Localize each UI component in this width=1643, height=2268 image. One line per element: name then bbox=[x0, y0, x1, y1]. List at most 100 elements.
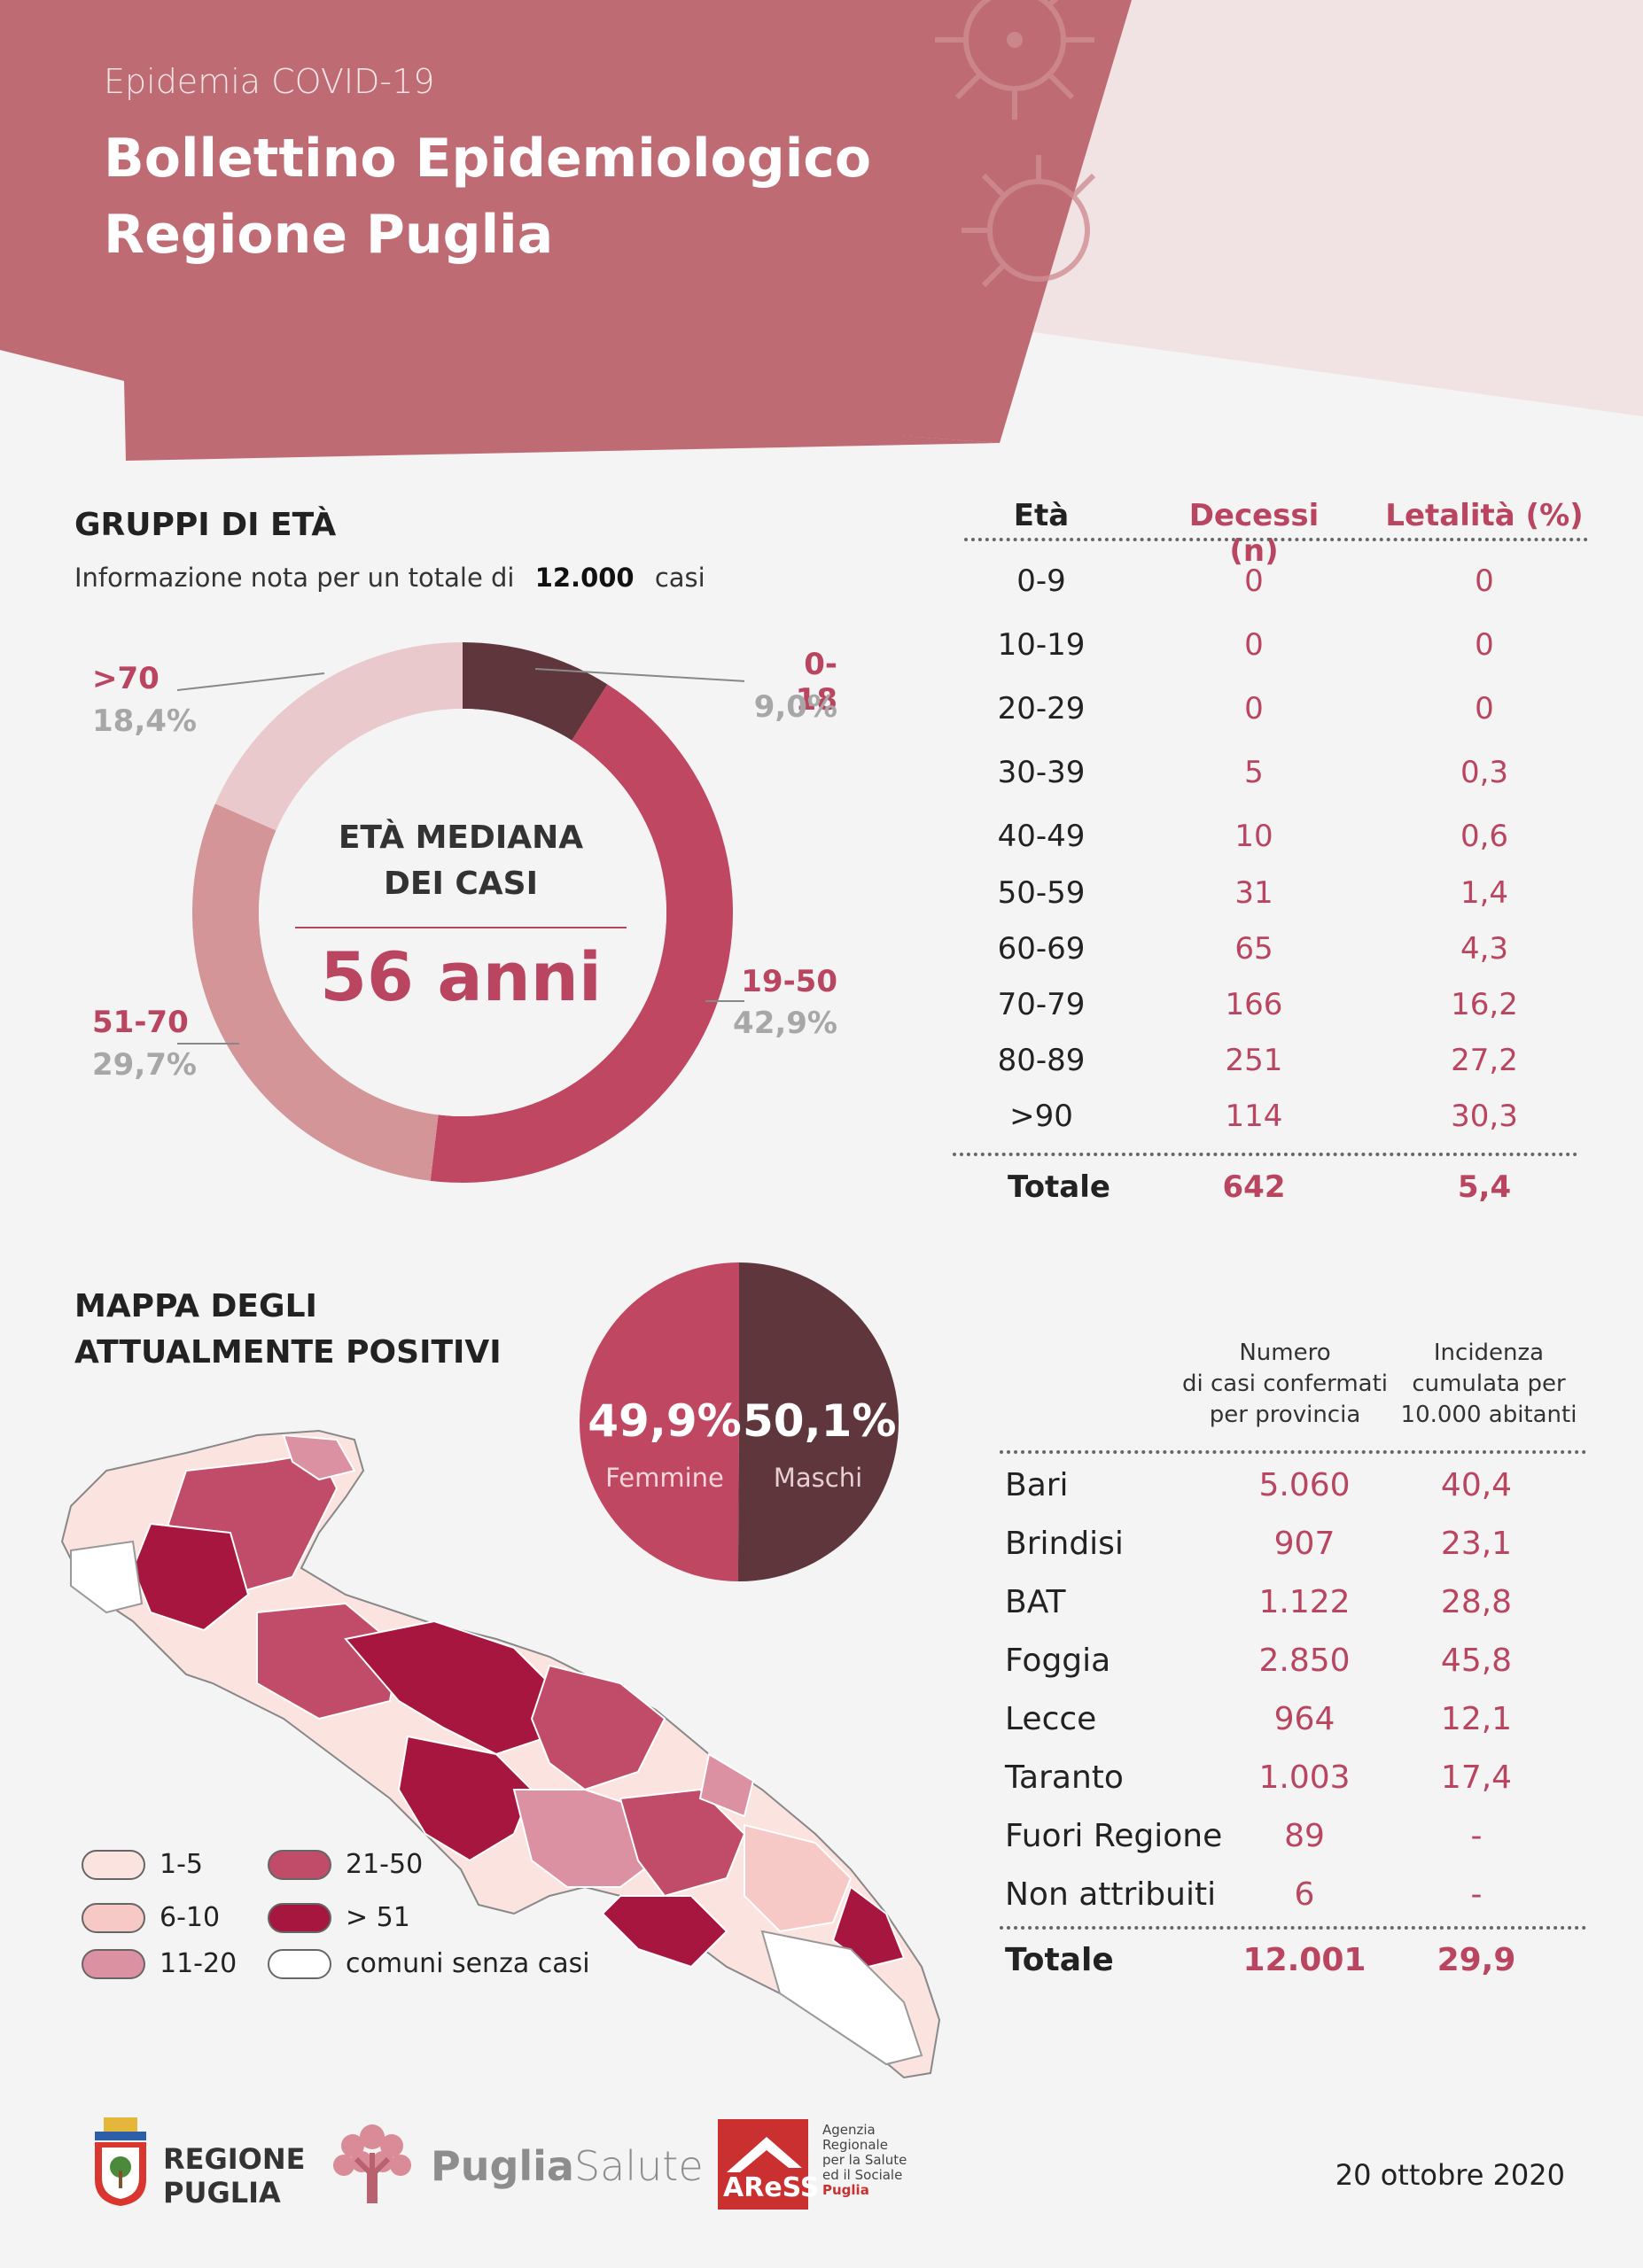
age-info-text: Informazione nota per un totale di 12.00… bbox=[74, 563, 705, 593]
province-total-name: Totale bbox=[1005, 1942, 1114, 1978]
label-cat-0-18: 0-18 bbox=[795, 647, 837, 718]
province-row-6-cases: 89 bbox=[1284, 1818, 1325, 1854]
legend-label-1: 6-10 bbox=[160, 1902, 221, 1933]
age-donut-chart bbox=[177, 642, 744, 1183]
deaths-row-7-col-1: 166 bbox=[1225, 987, 1283, 1022]
virus-icon bbox=[935, 0, 1096, 288]
male-label: Maschi bbox=[773, 1463, 863, 1493]
deaths-total-col-0: Totale bbox=[1008, 1169, 1110, 1205]
province-row-7-name: Non attribuiti bbox=[1005, 1876, 1217, 1913]
deaths-row-6-col-0: 60-69 bbox=[997, 931, 1086, 967]
deaths-row-2-col-2: 0 bbox=[1475, 691, 1494, 726]
label-val-over70: 18,4% bbox=[92, 703, 197, 739]
regione-puglia-logo bbox=[95, 2117, 146, 2206]
deaths-row-2-col-1: 0 bbox=[1244, 691, 1264, 726]
legend-label-2: 11-20 bbox=[160, 1948, 237, 1979]
province-row-6-name: Fuori Regione bbox=[1005, 1818, 1223, 1854]
deaths-row-9-col-0: >90 bbox=[1009, 1099, 1073, 1134]
puglia-word: Puglia bbox=[431, 2142, 574, 2190]
median-label-line1: ETÀ MEDIANA bbox=[338, 819, 584, 856]
deaths-row-1-col-2: 0 bbox=[1475, 627, 1494, 663]
donut-leader-line-1 bbox=[534, 668, 744, 682]
gender-pie-chart bbox=[579, 1262, 899, 1581]
province-row-7-incidence: - bbox=[1470, 1876, 1483, 1913]
legend-swatch-5 bbox=[268, 1949, 331, 1979]
province-row-2-incidence: 28,8 bbox=[1440, 1584, 1513, 1620]
header-title-line2: Regione Puglia bbox=[104, 204, 554, 266]
province-row-4-cases: 964 bbox=[1273, 1701, 1335, 1737]
gender-slice-maschi bbox=[737, 1262, 899, 1581]
female-percentage: 49,9% bbox=[588, 1395, 742, 1447]
deaths-row-8-col-1: 251 bbox=[1225, 1043, 1283, 1078]
aress-logo bbox=[718, 2119, 808, 2210]
province-row-2-cases: 1.122 bbox=[1258, 1584, 1351, 1620]
legend-swatch-2 bbox=[82, 1949, 145, 1979]
province-total-divider bbox=[1000, 1926, 1586, 1930]
deaths-row-2-col-0: 20-29 bbox=[997, 691, 1086, 726]
province-row-4-incidence: 12,1 bbox=[1440, 1701, 1513, 1737]
legend-swatch-3 bbox=[268, 1850, 331, 1880]
legend-swatch-1 bbox=[82, 1903, 145, 1933]
deaths-header-1: Decessi (n) bbox=[1188, 498, 1320, 569]
male-percentage: 50,1% bbox=[743, 1395, 897, 1447]
province-row-5-incidence: 17,4 bbox=[1440, 1759, 1513, 1796]
col1-header-line1: Numero bbox=[1239, 1340, 1331, 1366]
age-info-total: 12.000 bbox=[534, 563, 635, 593]
puglia-salute-logo-text: PugliaSalute bbox=[431, 2142, 704, 2190]
donut-slice-19-50 bbox=[430, 684, 733, 1183]
age-groups-title: GRUPPI DI ETÀ bbox=[74, 507, 337, 543]
donut-slice->70 bbox=[214, 642, 463, 831]
deaths-row-0-col-0: 0-9 bbox=[1016, 563, 1066, 599]
aress-description: Agenzia Regionale per la Salute ed il So… bbox=[822, 2123, 907, 2198]
deaths-row-1-col-0: 10-19 bbox=[997, 627, 1086, 663]
legend-swatch-4 bbox=[268, 1903, 331, 1933]
col2-header-line1: Incidenza bbox=[1433, 1340, 1545, 1366]
header-background bbox=[0, 0, 1643, 461]
donut-slice-51-70 bbox=[191, 804, 439, 1181]
legend-swatch-0 bbox=[82, 1850, 145, 1880]
bulletin-date: 20 ottobre 2020 bbox=[1335, 2158, 1565, 2192]
label-val-51-70: 29,7% bbox=[92, 1047, 197, 1083]
deaths-row-1-col-1: 0 bbox=[1244, 627, 1264, 663]
province-total-cases: 12.001 bbox=[1242, 1942, 1367, 1978]
donut-hole bbox=[259, 709, 666, 1116]
deaths-row-3-col-2: 0,3 bbox=[1460, 755, 1509, 790]
province-row-5-cases: 1.003 bbox=[1258, 1759, 1351, 1796]
deaths-row-5-col-0: 50-59 bbox=[997, 875, 1086, 911]
regione-puglia-text: REGIONE PUGLIA bbox=[163, 2142, 306, 2210]
deaths-header-0: Età bbox=[1013, 498, 1070, 533]
age-info-suffix: casi bbox=[654, 563, 705, 593]
aress-logo-text: AReSS bbox=[723, 2172, 820, 2203]
map-title-line1: MAPPA DEGLI bbox=[74, 1288, 317, 1324]
province-total-incidence: 29,9 bbox=[1437, 1942, 1516, 1978]
province-row-6-incidence: - bbox=[1470, 1818, 1483, 1854]
salute-word: Salute bbox=[573, 2142, 704, 2190]
median-label-line2: DEI CASI bbox=[383, 866, 538, 902]
province-row-1-name: Brindisi bbox=[1005, 1526, 1124, 1562]
deaths-row-3-col-0: 30-39 bbox=[997, 755, 1086, 790]
regione-line2: PUGLIA bbox=[163, 2176, 281, 2210]
deaths-row-5-col-2: 1,4 bbox=[1460, 875, 1509, 911]
deaths-header-divider bbox=[964, 538, 1588, 541]
deaths-row-8-col-2: 27,2 bbox=[1451, 1043, 1518, 1078]
deaths-row-3-col-1: 5 bbox=[1244, 755, 1264, 790]
map-title-line2: ATTUALMENTE POSITIVI bbox=[74, 1334, 502, 1371]
deaths-row-0-col-1: 0 bbox=[1244, 563, 1264, 599]
aress-desc-4: ed il Sociale bbox=[822, 2167, 903, 2183]
puglia-salute-tree-icon bbox=[333, 2124, 411, 2203]
deaths-header-2: Letalità (%) bbox=[1385, 498, 1584, 533]
label-val-0-18: 9,0% bbox=[753, 689, 837, 725]
aress-desc-1: Agenzia bbox=[822, 2122, 876, 2138]
aress-desc-3: per la Salute bbox=[822, 2152, 907, 2168]
female-label: Femmine bbox=[605, 1463, 724, 1493]
col2-header-line2: cumulata per bbox=[1412, 1371, 1566, 1397]
label-cat-over70: >70 bbox=[92, 661, 160, 696]
label-cat-19-50: 19-50 bbox=[741, 964, 837, 999]
legend-label-5: comuni senza casi bbox=[346, 1948, 590, 1979]
province-row-1-incidence: 23,1 bbox=[1440, 1526, 1513, 1562]
gender-slice-femmine bbox=[579, 1262, 739, 1581]
regione-line1: REGIONE bbox=[163, 2142, 306, 2176]
header-title-line1: Bollettino Epidemiologico bbox=[104, 128, 872, 190]
deaths-row-6-col-2: 4,3 bbox=[1460, 931, 1509, 967]
province-row-3-incidence: 45,8 bbox=[1440, 1643, 1513, 1679]
